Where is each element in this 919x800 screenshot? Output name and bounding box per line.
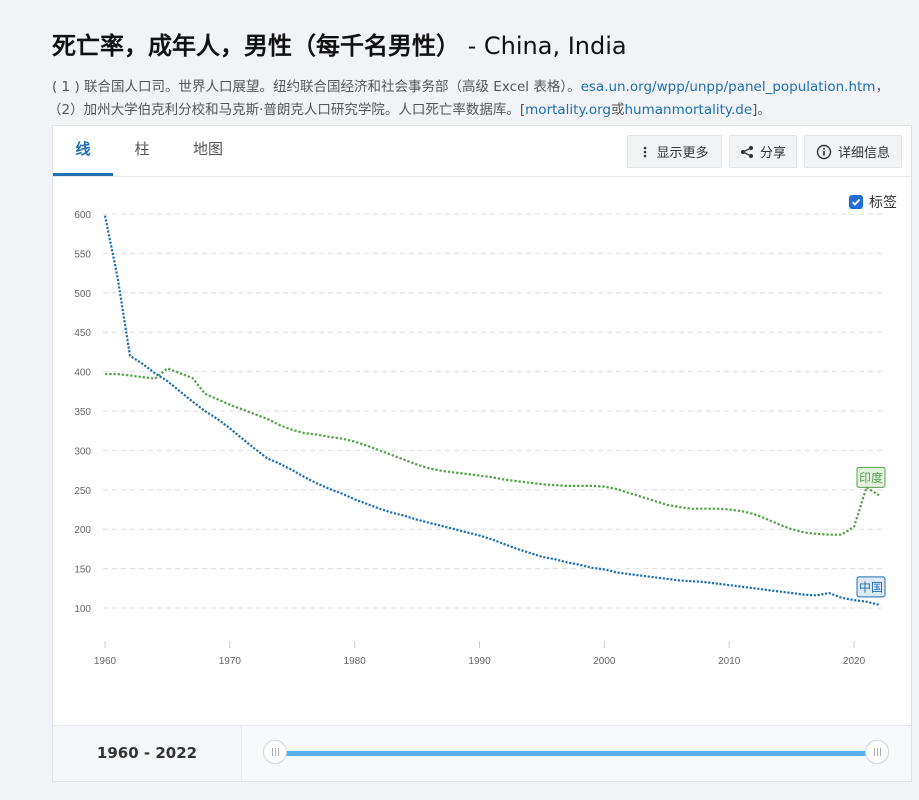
show-more-label: 显示更多 xyxy=(656,146,709,161)
tab-bar[interactable]: 柱 xyxy=(134,140,150,158)
chart-panel: 线 柱 地图 显示更多 分享 详细信息 标签 100 150 200 250 3 xyxy=(52,125,912,782)
range-footer: 1960 - 2022 xyxy=(53,725,911,781)
y-tick-label: 450 xyxy=(74,328,91,339)
series-label-box xyxy=(856,466,886,488)
series-label-text: 印度 xyxy=(859,470,883,485)
source-2-text: （2）加州大学伯克利分校和马克斯·普朗克人口研究学院。人口死亡率数据库。[ xyxy=(48,102,526,118)
chart-title: 死亡率，成年人，男性（每千名男性） - China, India xyxy=(52,26,627,61)
source-1-text: ( 1 ) 联合国人口司。世界人口展望。纽约联合国经济和社会事务部（高级 Exc… xyxy=(52,79,581,95)
year-range-label: 1960 - 2022 xyxy=(53,726,242,781)
tab-map[interactable]: 地图 xyxy=(192,140,223,158)
x-tick-label: 1960 xyxy=(94,656,117,667)
show-more-button[interactable]: 显示更多 xyxy=(627,135,722,168)
source-2-link-humanmortality[interactable]: humanmortality.de xyxy=(624,102,753,118)
y-tick-label: 500 xyxy=(74,289,91,300)
x-tick-label: 2000 xyxy=(593,656,616,667)
y-tick-label: 200 xyxy=(74,525,91,536)
x-tick-label: 1990 xyxy=(468,656,491,667)
source-2-end: ]。 xyxy=(752,102,771,118)
share-icon xyxy=(740,145,753,158)
slider-handle-start[interactable] xyxy=(263,740,287,764)
y-tick-label: 550 xyxy=(74,249,91,260)
year-range-slider[interactable] xyxy=(275,751,879,756)
series-label: 印度 xyxy=(856,466,886,488)
country-list: - China, India xyxy=(460,32,627,60)
share-label: 分享 xyxy=(759,146,786,161)
source-2-link-mortality[interactable]: mortality.org xyxy=(525,102,611,118)
info-icon xyxy=(816,144,832,159)
y-tick-label: 350 xyxy=(74,407,91,418)
details-label: 详细信息 xyxy=(837,146,890,161)
slider-handle-end[interactable] xyxy=(865,740,889,764)
y-tick-label: 600 xyxy=(74,210,91,221)
y-tick-label: 300 xyxy=(74,446,91,457)
line-chart: 100 150 200 250 300 350 400 450 500 550 600 1960 197… xyxy=(74,210,886,667)
tabs-divider xyxy=(53,176,911,177)
series-label: 中国 xyxy=(856,576,886,598)
series-line-中国 xyxy=(103,215,880,606)
y-tick-label: 400 xyxy=(74,368,91,379)
x-tick-label: 1980 xyxy=(344,656,367,667)
vertical-dots-icon xyxy=(644,146,647,157)
labels-toggle-label: 标签 xyxy=(869,195,897,211)
y-tick-label: 250 xyxy=(74,486,91,497)
sources: ( 1 ) 联合国人口司。世界人口展望。纽约联合国经济和社会事务部（高级 Exc… xyxy=(48,76,912,122)
indicator-name: 死亡率，成年人，男性（每千名男性） xyxy=(52,32,460,60)
x-tick-label: 2020 xyxy=(843,656,866,667)
source-1-link[interactable]: esa.un.org/wpp/unpp/panel_population.htm xyxy=(580,79,876,95)
labels-checkbox[interactable] xyxy=(849,195,863,209)
source-1-end: ， xyxy=(875,79,889,95)
source-2-or: 或 xyxy=(610,102,625,118)
details-button[interactable]: 详细信息 xyxy=(804,135,902,168)
source-2: （2）加州大学伯克利分校和马克斯·普朗克人口研究学院。人口死亡率数据库。[mor… xyxy=(48,99,912,122)
share-button[interactable]: 分享 xyxy=(729,135,797,168)
labels-toggle[interactable]: 标签 xyxy=(849,192,897,212)
tab-line[interactable]: 线 xyxy=(53,126,113,176)
series-label-text: 中国 xyxy=(859,579,883,594)
series-label-box xyxy=(856,576,886,598)
check-icon xyxy=(851,198,861,206)
grip-icon xyxy=(271,748,279,756)
grip-icon xyxy=(873,748,881,756)
y-tick-label: 150 xyxy=(74,565,91,576)
source-1: ( 1 ) 联合国人口司。世界人口展望。纽约联合国经济和社会事务部（高级 Exc… xyxy=(52,76,912,99)
series-line-印度 xyxy=(105,367,880,536)
x-tick-label: 2010 xyxy=(718,656,741,667)
x-tick-label: 1970 xyxy=(219,656,242,667)
y-tick-label: 100 xyxy=(74,604,91,615)
